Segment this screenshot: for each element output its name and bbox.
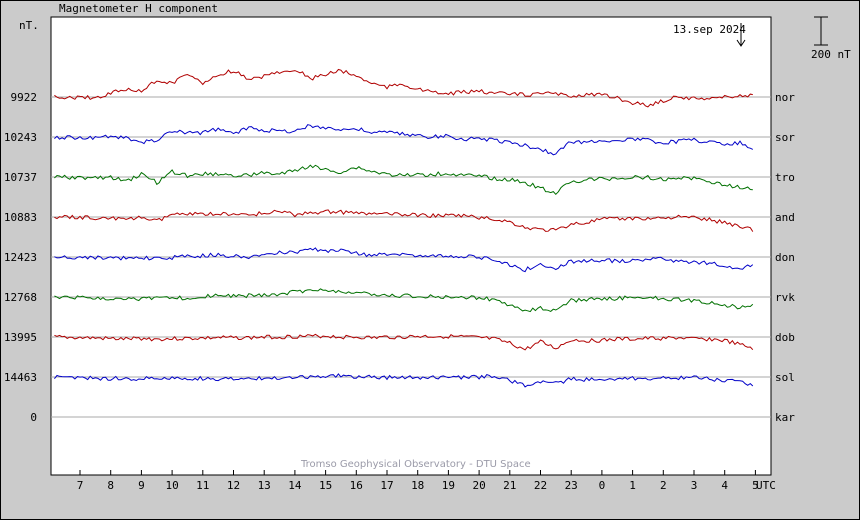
x-tick-label: 23: [565, 479, 578, 492]
x-tick-label: 20: [472, 479, 485, 492]
series-line-don: [54, 247, 754, 273]
x-tick-label: 9: [138, 479, 145, 492]
series-group: [54, 68, 754, 388]
series-line-rvk: [54, 288, 754, 313]
series-line-nor: [54, 68, 753, 108]
x-tick-label: 3: [691, 479, 698, 492]
scale-label: 200 nT: [811, 48, 851, 61]
x-unit-label: UTC: [756, 479, 776, 492]
baseline-value-label: 0: [30, 411, 37, 424]
station-label: don: [775, 251, 795, 264]
series-line-dob: [54, 333, 754, 351]
station-label: nor: [775, 91, 795, 104]
baseline-value-label: 10243: [4, 131, 37, 144]
station-label: sor: [775, 131, 795, 144]
series-line-sor: [54, 124, 754, 156]
x-tick-label: 11: [196, 479, 209, 492]
x-tick-label: 19: [442, 479, 455, 492]
baseline-value-label: 12423: [4, 251, 37, 264]
x-tick-label: 14: [288, 479, 302, 492]
baseline-value-label: 10737: [4, 171, 37, 184]
baseline-value-label: 14463: [4, 371, 37, 384]
x-tick-label: 17: [380, 479, 393, 492]
scale-bar-icon: [814, 16, 828, 46]
y-axis-labels: 9922 10243 10737 10883 12423 12768 13995 14463 0: [4, 91, 37, 424]
baseline-value-label: 10883: [4, 211, 37, 224]
baseline-value-label: 9922: [11, 91, 38, 104]
chart-title: Magnetometer H component: [59, 2, 218, 15]
plot-area: [50, 16, 772, 476]
x-tick-label: 18: [411, 479, 424, 492]
x-tick-label: 1: [629, 479, 636, 492]
series-line-and: [54, 209, 754, 232]
watermark: Tromso Geophysical Observatory - DTU Spa…: [300, 459, 531, 470]
x-tick-label: 10: [165, 479, 178, 492]
baseline-value-label: 13995: [4, 331, 37, 344]
x-tick-label: 0: [599, 479, 606, 492]
x-tick-label: 7: [77, 479, 84, 492]
x-tick-label: 13: [258, 479, 271, 492]
x-tick-label: 21: [503, 479, 516, 492]
station-label: and: [775, 211, 795, 224]
x-tick-label: 16: [350, 479, 363, 492]
baseline-value-label: 12768: [4, 291, 37, 304]
station-labels: nor sor tro and don rvk dob sol kar: [775, 91, 795, 424]
x-tick-label: 8: [107, 479, 114, 492]
x-axis-ticks: 7 8 9 10 11 12 13 14 15 16 17 18 19 20 21 22 23 0 1 2 3 4 5: [77, 470, 759, 492]
date-label: 13.sep 2024: [673, 23, 746, 36]
x-tick-label: 15: [319, 479, 332, 492]
x-tick-label: 2: [660, 479, 667, 492]
station-label: rvk: [775, 291, 795, 304]
y-axis-label: nT.: [19, 19, 39, 32]
x-tick-label: 4: [721, 479, 728, 492]
station-label: sol: [775, 371, 795, 384]
x-tick-label: 22: [534, 479, 547, 492]
date-arrow-icon: [736, 23, 746, 47]
station-label: dob: [775, 331, 795, 344]
grid-lines: [51, 96, 771, 418]
x-tick-label: 12: [227, 479, 240, 492]
series-line-tro: [54, 164, 753, 196]
station-label: kar: [775, 411, 795, 424]
station-label: tro: [775, 171, 795, 184]
series-line-sol: [54, 373, 754, 388]
x-tick-label: 5: [752, 479, 759, 492]
